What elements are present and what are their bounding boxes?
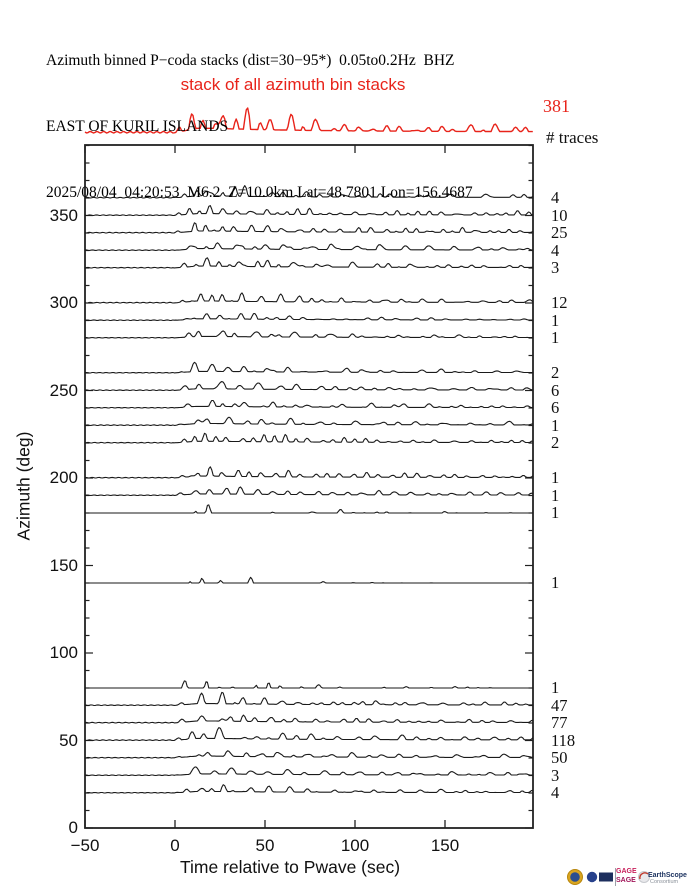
earthscope-globe-arc-icon bbox=[639, 872, 649, 880]
nsf-seal-inner-icon bbox=[570, 872, 580, 882]
waveform-trace-az340 bbox=[84, 222, 534, 234]
y-tick-label: 300 bbox=[49, 293, 78, 312]
waveform-trace-az300 bbox=[84, 292, 534, 304]
round-agency-icon bbox=[586, 871, 598, 883]
title-line-1: Azimuth binned P−coda stacks (dist=30−95… bbox=[46, 52, 455, 69]
axes-box bbox=[84, 144, 534, 829]
waveform-trace-az250 bbox=[84, 380, 533, 392]
waveform-trace-az40 bbox=[84, 750, 533, 759]
trace-count: 2 bbox=[551, 433, 560, 452]
waveform-trace-az190 bbox=[84, 486, 533, 497]
trace-count: 4 bbox=[551, 188, 560, 207]
trace-count-column-header: # traces bbox=[546, 128, 599, 147]
trace-count: 2 bbox=[551, 363, 560, 382]
waveform-trace-az50 bbox=[84, 727, 534, 742]
waveform-trace-az320 bbox=[84, 257, 533, 269]
x-tick-label: 50 bbox=[255, 836, 275, 855]
waveform-trace-az180 bbox=[85, 504, 533, 514]
gage-logo-text: GAGE bbox=[616, 868, 637, 875]
trace-count: 1 bbox=[551, 485, 560, 505]
trace-count: 3 bbox=[551, 258, 560, 277]
waveform-trace-az330 bbox=[84, 242, 533, 252]
waveform-trace-az140 bbox=[85, 576, 533, 584]
waveform-trace-az80 bbox=[85, 680, 533, 689]
trace-count: 10 bbox=[551, 205, 568, 225]
waveform-trace-az360 bbox=[84, 185, 534, 199]
earthscope-consortium-text: Consortium bbox=[650, 879, 679, 885]
earthscope-logo-text: EarthScope bbox=[648, 872, 687, 879]
x-axis-label: Time relative to Pwave (sec) bbox=[179, 857, 401, 877]
title-line-2: EAST OF KURIL ISLANDS bbox=[46, 118, 229, 135]
y-tick-label: 0 bbox=[68, 818, 78, 837]
total-trace-count: 381 bbox=[543, 96, 570, 116]
title-block: Azimuth binned P−coda stacks (dist=30−95… bbox=[46, 6, 473, 248]
y-tick-label: 200 bbox=[49, 468, 78, 487]
x-tick-label: −50 bbox=[70, 836, 100, 855]
trace-count: 1 bbox=[551, 310, 560, 330]
title-line-3: 2025/08/04 04:20:53 M6.2 Z=10.0km Lat=48… bbox=[46, 184, 473, 201]
trace-count: 25 bbox=[551, 223, 568, 242]
y-axis-label: Azimuth (deg) bbox=[13, 431, 34, 541]
trace-count: 1 bbox=[551, 678, 560, 697]
x-tick-label: 100 bbox=[340, 836, 370, 855]
trace-count: 1 bbox=[551, 503, 560, 522]
trace-count: 12 bbox=[551, 293, 568, 312]
waveform-trace-az280 bbox=[84, 330, 533, 339]
waveform-trace-az70 bbox=[84, 691, 533, 707]
y-tick-label: 100 bbox=[49, 643, 78, 662]
trace-count: 6 bbox=[551, 380, 560, 400]
trace-count: 3 bbox=[551, 765, 560, 785]
waveform-trace-az260 bbox=[84, 361, 533, 374]
x-tick-label: 0 bbox=[170, 836, 180, 855]
trace-count: 1 bbox=[551, 573, 560, 592]
trace-count: 1 bbox=[551, 328, 560, 347]
y-tick-label: 250 bbox=[49, 380, 78, 400]
trace-count: 6 bbox=[551, 398, 560, 417]
trace-count: 1 bbox=[551, 468, 560, 487]
waveform-trace-az230 bbox=[84, 416, 533, 427]
waveform-trace-az30 bbox=[85, 766, 533, 777]
waveform-trace-az240 bbox=[84, 399, 533, 409]
overall-stack-trace bbox=[84, 107, 533, 134]
trace-count: 77 bbox=[551, 713, 568, 732]
waveform-trace-az350 bbox=[84, 205, 533, 217]
waveform-trace-az220 bbox=[84, 432, 533, 444]
trace-count: 50 bbox=[551, 748, 568, 767]
trace-count: 4 bbox=[551, 240, 560, 260]
trace-count: 4 bbox=[551, 783, 560, 802]
waveform-trace-az60 bbox=[85, 714, 533, 724]
sage-logo-text: SAGE bbox=[616, 877, 636, 884]
x-tick-label: 150 bbox=[430, 836, 460, 855]
trace-count: 118 bbox=[551, 730, 576, 750]
y-tick-label: 150 bbox=[49, 555, 78, 575]
waveform-trace-az290 bbox=[84, 312, 533, 322]
funder-logo-strip: GAGE SAGE EarthScope Consortium bbox=[562, 866, 692, 890]
trace-count: 47 bbox=[551, 695, 568, 715]
y-tick-label: 350 bbox=[49, 205, 78, 225]
iris-logo-icon bbox=[599, 872, 613, 882]
y-tick-label: 50 bbox=[59, 730, 78, 750]
trace-count: 1 bbox=[551, 415, 560, 435]
waveform-trace-az20 bbox=[84, 784, 533, 794]
stack-of-all-bins-label: stack of all azimuth bin stacks bbox=[180, 75, 406, 94]
waveform-trace-az200 bbox=[84, 466, 534, 479]
